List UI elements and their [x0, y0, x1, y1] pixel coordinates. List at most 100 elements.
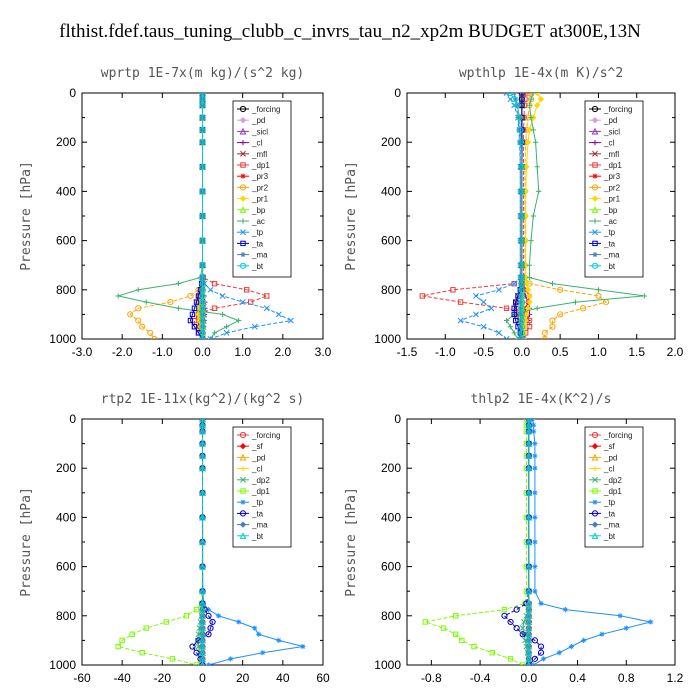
data-point [211, 305, 218, 311]
legend-marker [592, 499, 598, 505]
legend-marker [591, 532, 599, 539]
legend-label: _tp [251, 498, 264, 507]
legend-label: _sf [603, 442, 615, 451]
data-point [219, 311, 226, 317]
data-point [147, 329, 154, 336]
legend-marker [240, 499, 246, 505]
y-tick-label: 200 [56, 461, 76, 475]
data-point [223, 329, 230, 336]
legend-marker [239, 184, 247, 191]
data-point [541, 335, 548, 339]
x-tick-label: 2.0 [274, 345, 291, 359]
data-point [532, 465, 538, 471]
data-point [207, 286, 214, 293]
data-point [151, 335, 158, 339]
legend-label: _pd [603, 453, 617, 462]
y-axis-label: Pressure [hPa] [344, 161, 359, 271]
legend-label: _pr1 [251, 195, 269, 204]
data-point [526, 126, 533, 134]
y-tick-label: 0 [69, 412, 76, 426]
data-point [533, 139, 539, 145]
legend-marker [591, 117, 599, 124]
x-tick-label: 1.0 [234, 345, 251, 359]
data-point [224, 324, 230, 330]
data-point [537, 643, 545, 650]
data-point [450, 287, 456, 293]
data-point [211, 330, 218, 336]
legend-label: _dp1 [603, 161, 622, 170]
y-tick-label: 800 [381, 283, 401, 297]
legend-label: _bt [603, 262, 616, 271]
series-line [522, 93, 542, 339]
data-point [507, 93, 514, 97]
y-tick-label: 200 [56, 135, 76, 149]
legend-label: _pd [603, 116, 617, 125]
legend-label: _mfl [603, 150, 619, 159]
x-tick-label: -3.0 [72, 345, 93, 359]
data-point [517, 126, 524, 133]
data-point [518, 299, 525, 306]
data-point [538, 600, 544, 607]
legend-marker [591, 443, 599, 450]
data-point [517, 317, 523, 324]
legend-label: _pr1 [603, 195, 621, 204]
y-tick-label: 800 [56, 283, 76, 297]
data-point [199, 188, 206, 195]
data-point [199, 139, 206, 146]
legend-label: _tp [603, 228, 616, 237]
legend-marker [239, 127, 247, 135]
legend-marker [239, 521, 247, 528]
data-point [526, 274, 533, 281]
data-point [517, 324, 523, 330]
data-point [581, 637, 587, 643]
data-point [135, 317, 142, 324]
data-point [518, 262, 525, 269]
figure-title: flthist.fdef.taus_tuning_clubb_c_invrs_t… [59, 21, 641, 42]
legend-label: _sicl [603, 127, 620, 136]
data-point [511, 280, 518, 287]
legend-marker [591, 262, 599, 269]
data-point [549, 323, 556, 330]
panel-title: thlp2 1E-4x(K^2)/s [471, 392, 612, 407]
data-point [520, 662, 526, 665]
y-axis-label: Pressure [hPa] [344, 487, 359, 597]
data-point [516, 139, 523, 145]
legend-marker [592, 476, 598, 483]
data-point [549, 317, 556, 324]
data-point [518, 280, 525, 287]
data-point [489, 650, 495, 656]
legend-label: _ma [251, 251, 268, 260]
data-point [251, 323, 258, 330]
data-point [519, 96, 525, 102]
data-point [517, 287, 523, 293]
data-point [252, 625, 258, 631]
data-point [175, 305, 181, 311]
data-point [199, 317, 206, 324]
legend-marker [591, 184, 599, 191]
data-point [515, 336, 521, 339]
legend-label: _bt [251, 262, 264, 271]
data-point [517, 213, 523, 219]
series-bt [199, 93, 206, 339]
data-point [135, 305, 142, 312]
data-point [501, 612, 508, 619]
legend-marker [591, 510, 599, 517]
data-point [143, 299, 149, 305]
y-tick-label: 400 [381, 510, 401, 524]
data-point [528, 115, 534, 121]
data-point [115, 643, 121, 650]
data-point [503, 305, 510, 311]
y-tick-label: 400 [56, 184, 76, 198]
data-point [480, 323, 487, 330]
data-point [518, 335, 525, 339]
legend-marker [592, 162, 598, 168]
data-point [532, 441, 538, 447]
legend: _forcing _pd _sicl _cl _mfl _dp1 _pr3 _pr2 _pr1 _… [232, 100, 292, 278]
data-point [488, 305, 495, 312]
data-point [139, 323, 146, 330]
data-point [453, 631, 459, 637]
legend-marker [239, 195, 247, 202]
data-point [205, 612, 212, 619]
data-point [472, 311, 479, 318]
data-point [517, 281, 523, 287]
